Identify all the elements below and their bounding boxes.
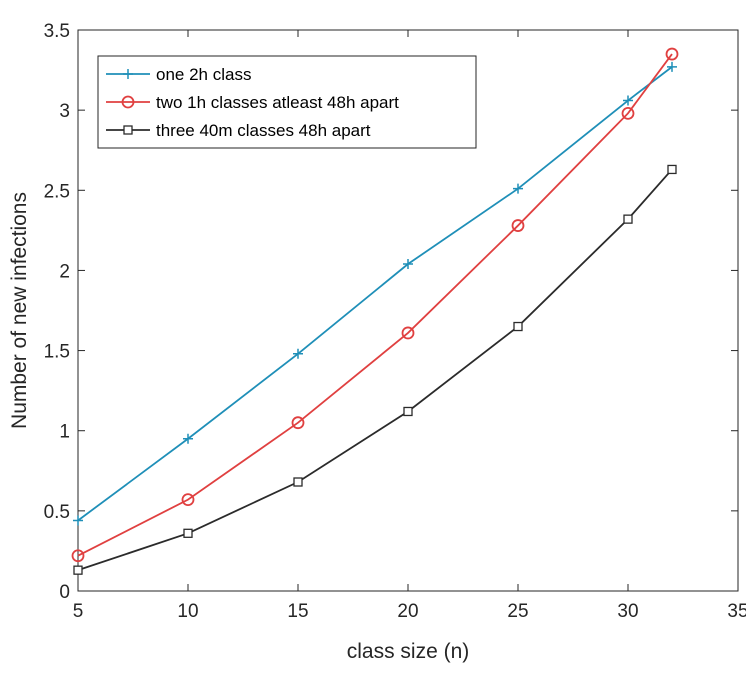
data-point <box>667 61 677 72</box>
axis-ticks: 5 10 15 20 25 30 35 0 0.5 1 1.5 2 2.5 3 3.5 <box>44 21 746 622</box>
data-point <box>183 433 193 444</box>
data-point <box>293 477 303 487</box>
x-tick-label: 15 <box>287 601 308 622</box>
x-tick-label: 30 <box>617 601 638 622</box>
legend-marker <box>123 69 133 79</box>
x-tick-label: 5 <box>73 601 84 622</box>
data-point <box>403 259 413 270</box>
data-point <box>511 219 525 232</box>
data-point <box>623 214 633 224</box>
data-point <box>665 47 679 61</box>
data-point <box>181 493 195 507</box>
data-point <box>71 549 85 563</box>
data-point <box>667 164 677 175</box>
y-tick-label: 3 <box>59 101 70 122</box>
y-tick-label: 1.5 <box>44 342 70 363</box>
x-tick-label: 25 <box>507 601 528 622</box>
legend-label: three 40m classes 48h apart <box>156 121 371 140</box>
data-point <box>401 326 415 340</box>
series-3 <box>73 164 677 575</box>
x-axis-label: class size (n) <box>347 640 470 663</box>
legend-label: two 1h classes atleast 48h apart <box>156 93 399 112</box>
series-1 <box>73 61 677 526</box>
data-point <box>513 321 523 332</box>
series-line <box>77 53 673 557</box>
data-point <box>183 528 193 538</box>
x-tick-label: 35 <box>727 601 746 622</box>
data-point <box>403 406 413 417</box>
data-point <box>73 515 83 526</box>
y-axis-label: Number of new infections <box>8 192 31 429</box>
data-point <box>73 565 83 575</box>
y-tick-label: 2.5 <box>44 181 70 202</box>
y-tick-label: 2 <box>59 261 70 282</box>
series-2 <box>71 47 679 563</box>
legend-label: one 2h class <box>156 65 251 84</box>
data-point <box>291 416 305 430</box>
legend-marker <box>123 125 133 135</box>
legend-entry: two 1h classes atleast 48h apart <box>106 93 399 112</box>
y-tick-label: 0.5 <box>44 502 70 523</box>
data-point <box>513 183 523 194</box>
data-point <box>623 95 633 106</box>
x-tick-label: 10 <box>177 601 198 622</box>
legend-entry: three 40m classes 48h apart <box>106 121 371 140</box>
x-tick-label: 20 <box>397 601 418 622</box>
y-tick-label: 0 <box>59 582 70 603</box>
legend-entry: one 2h class <box>106 65 251 84</box>
y-tick-label: 1 <box>59 422 70 443</box>
data-point <box>621 106 635 120</box>
series-layer <box>71 47 679 575</box>
legend-box <box>97 55 477 149</box>
y-tick-label: 3.5 <box>44 21 70 42</box>
legend: one 2h class two 1h classes atleast 48h a… <box>97 55 477 149</box>
data-point <box>293 348 303 359</box>
legend-marker <box>121 95 135 109</box>
